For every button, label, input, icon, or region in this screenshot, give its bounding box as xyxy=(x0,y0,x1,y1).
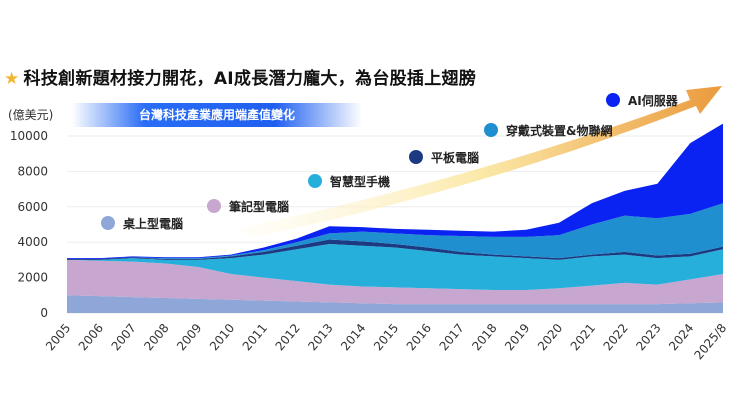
x-tick-label: 2017 xyxy=(437,321,467,353)
x-tick-label: 2007 xyxy=(109,321,139,353)
legend-label: 平板電腦 xyxy=(431,150,479,165)
x-tick-label: 2010 xyxy=(207,321,237,353)
x-tick-label: 2014 xyxy=(338,321,368,353)
legend-label: 桌上型電腦 xyxy=(122,216,183,231)
legend-marker xyxy=(484,123,498,137)
x-tick-label: 2022 xyxy=(601,321,631,353)
x-tick-label: 2021 xyxy=(568,321,598,353)
area-5 xyxy=(67,123,723,260)
x-tick-label: 2015 xyxy=(371,321,401,353)
area-2 xyxy=(67,243,723,290)
page-title: ★ 科技創新題材接力開花，AI成長潛力龐大，為台股插上翅膀 xyxy=(4,64,476,89)
x-tick-label: 2005 xyxy=(43,321,73,353)
legend-marker xyxy=(606,93,620,107)
legend-marker xyxy=(308,174,322,188)
legend-label: 穿戴式裝置&物聯網 xyxy=(506,123,612,138)
star-icon: ★ xyxy=(4,69,20,89)
y-tick-label: 0 xyxy=(40,306,48,320)
legend-label: AI伺服器 xyxy=(628,93,679,108)
legend-marker xyxy=(101,216,115,230)
x-tick-label: 2009 xyxy=(174,321,204,353)
legend-marker xyxy=(207,199,221,213)
x-tick-label: 2020 xyxy=(535,321,565,353)
y-tick-label: 4000 xyxy=(17,235,48,249)
title-text: 科技創新題材接力開花，AI成長潛力龐大，為台股插上翅膀 xyxy=(23,69,477,89)
x-tick-label: 2012 xyxy=(273,321,303,353)
growth-arrow xyxy=(240,86,722,238)
area-4 xyxy=(67,203,723,260)
x-tick-label: 2018 xyxy=(469,321,499,353)
x-tick-label: 2024 xyxy=(666,321,696,353)
x-tick-label: 2006 xyxy=(76,321,106,353)
x-tick-label: 2025/8 xyxy=(691,321,729,362)
area-3 xyxy=(67,239,723,260)
area-1 xyxy=(67,259,723,305)
legend-label: 筆記型電腦 xyxy=(229,199,289,214)
x-tick-label: 2023 xyxy=(633,321,663,353)
y-axis-label: (億美元) xyxy=(8,108,54,122)
legend-marker xyxy=(409,150,423,164)
x-tick-label: 2019 xyxy=(502,321,532,353)
x-tick-label: 2016 xyxy=(404,321,434,353)
y-tick-label: 2000 xyxy=(17,271,48,285)
y-tick-label: 8000 xyxy=(17,164,48,178)
x-tick-label: 2011 xyxy=(240,321,270,353)
legend-label: 智慧型手機 xyxy=(329,174,390,189)
chart-title-banner: 台灣科技產業應用端產值變化 xyxy=(72,103,362,127)
x-tick-label: 2013 xyxy=(305,321,335,353)
y-tick-label: 6000 xyxy=(17,200,48,214)
x-tick-label: 2008 xyxy=(141,321,171,353)
y-tick-label: 10000 xyxy=(10,129,48,143)
